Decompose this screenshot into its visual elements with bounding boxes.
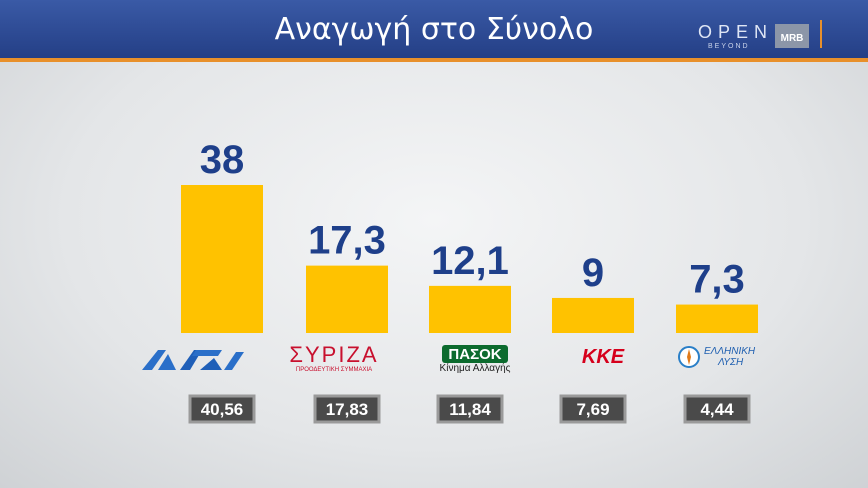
bar — [552, 297, 634, 333]
syriza-logo-text: ΣΥΡΙΖΑ — [289, 342, 379, 367]
kke-logo-text: ΚΚΕ — [581, 346, 625, 368]
comparison-value-label: 11,84 — [449, 400, 491, 419]
pasok-logo-text: ΠΑΣΟΚ — [448, 346, 502, 363]
pasok-logo: ΠΑΣΟΚ Κίνημα Αλλαγής — [425, 344, 525, 376]
nd-logo — [140, 344, 246, 372]
elliniki-lysi-logo-text: ΕΛΛΗΝΙΚΗ — [704, 346, 756, 357]
bar-value-label: 17,3 — [308, 219, 386, 263]
comparison-value-label: 7,69 — [576, 400, 609, 419]
nd-logo-icon — [142, 350, 244, 370]
elliniki-lysi-logo: ΕΛΛΗΝΙΚΗ ΛΥΣΗ — [676, 342, 786, 372]
bar — [676, 304, 758, 333]
comparison-value-label: 40,56 — [201, 400, 244, 419]
kke-logo: ΚΚΕ — [570, 346, 636, 372]
syriza-logo-subtext: ΠΡΟΟΔΕΥΤΙΚΗ ΣΥΜΜΑΧΙΑ — [295, 367, 373, 373]
bar — [306, 265, 388, 333]
header-divider — [820, 20, 822, 48]
open-logo-subtitle: BEYOND — [708, 43, 750, 50]
bar — [429, 285, 511, 333]
comparison-value-box — [559, 394, 627, 424]
comparison-value-box — [313, 394, 381, 424]
header-bar: Αναγωγή στο Σύνολο OPEN BEYOND MRB — [0, 0, 868, 62]
bar-value-label: 38 — [200, 138, 245, 182]
elliniki-lysi-logo-subtext: ΛΥΣΗ — [718, 357, 744, 368]
bar-value-label: 12,1 — [431, 239, 509, 283]
bar — [181, 185, 263, 333]
pasok-logo-subtext: Κίνημα Αλλαγής — [439, 363, 511, 374]
bar-value-label: 7,3 — [689, 258, 745, 302]
pasok-logo-badge: ΠΑΣΟΚ — [442, 345, 508, 363]
comparison-value-box — [683, 394, 751, 424]
syriza-logo: ΣΥΡΙΖΑ ΠΡΟΟΔΕΥΤΙΚΗ ΣΥΜΜΑΧΙΑ — [278, 344, 390, 376]
page-title: Αναγωγή στο Σύνολο — [274, 12, 594, 47]
comparison-value-box — [436, 394, 504, 424]
comparison-value-box — [188, 394, 256, 424]
comparison-value-label: 17,83 — [326, 400, 369, 419]
open-logo: OPEN — [698, 22, 774, 42]
compass-icon — [678, 346, 700, 368]
bar-value-label: 9 — [582, 251, 604, 295]
comparison-value-label: 4,44 — [700, 400, 734, 419]
mrb-logo: MRB — [775, 24, 809, 48]
bar-chart: 38 40,56 17,3 17,83 12,1 11,84 9 7,69 7,3 4,44 — [181, 138, 758, 424]
